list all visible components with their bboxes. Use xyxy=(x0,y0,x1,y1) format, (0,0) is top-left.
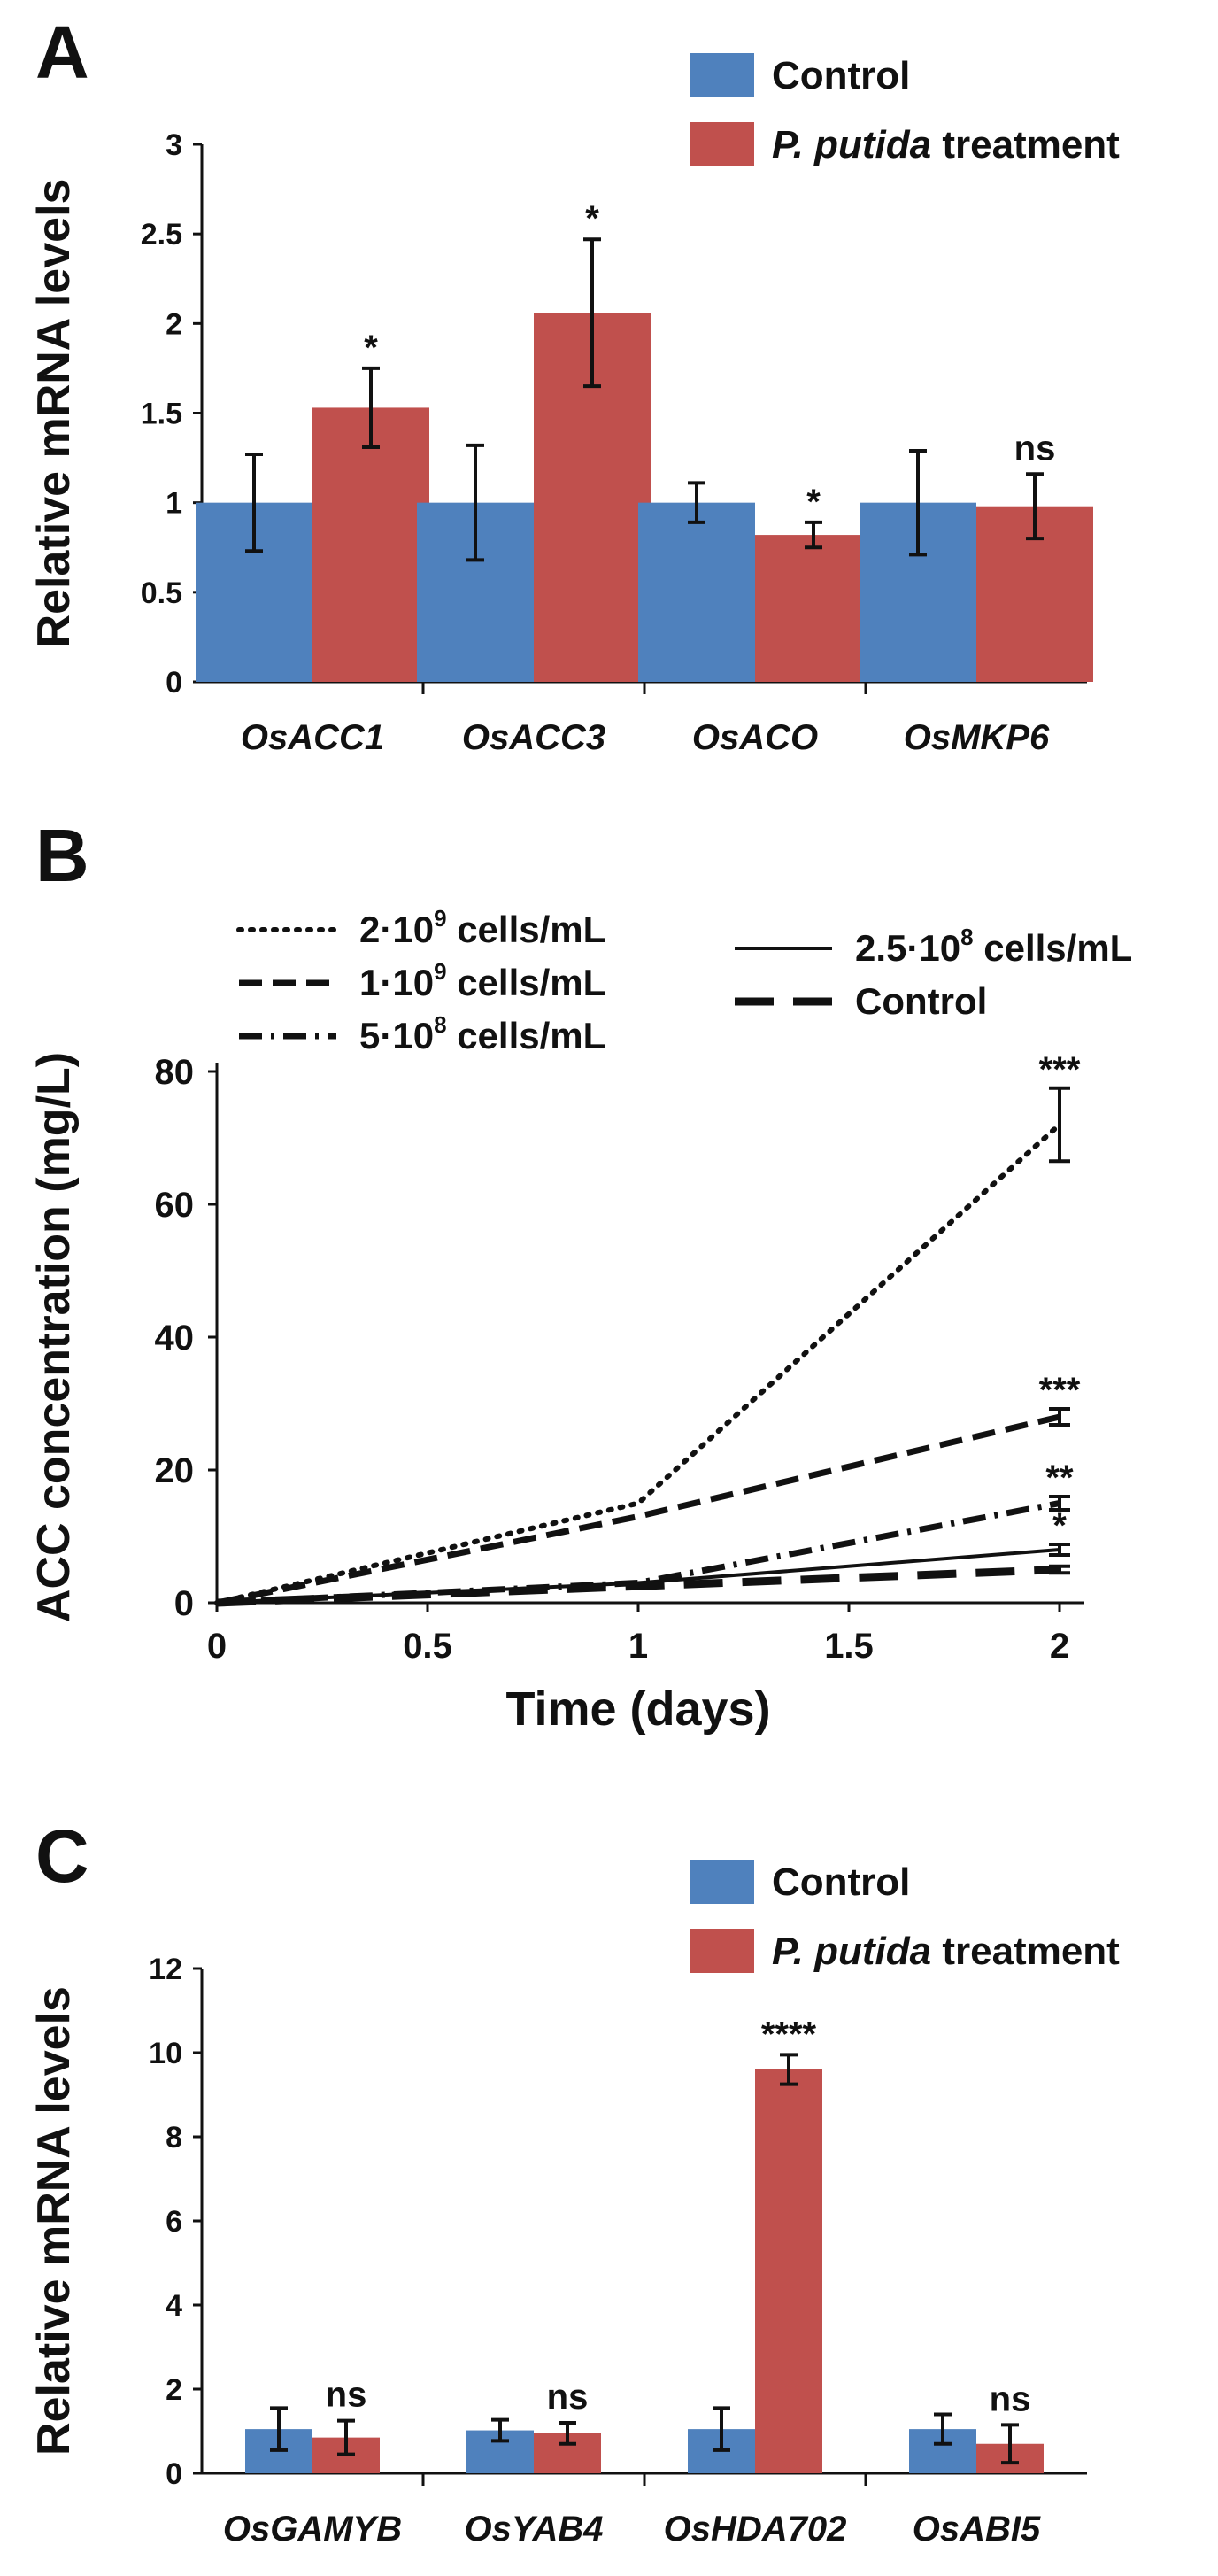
series-line-1 xyxy=(216,1413,1060,1606)
panel-a: A 0 0.5 1 1.5 2 2.5 3 Relative mRNA levels OsACC1… xyxy=(28,11,1120,757)
legend-exponent: 8 xyxy=(960,924,973,950)
y-axis-title: ACC concentration (mg/L) xyxy=(28,1052,80,1622)
legend-label-treatment: P. putida treatment xyxy=(772,1930,1120,1973)
y-tick-label: 10 xyxy=(149,2037,182,2070)
legend-unit: cells/mL xyxy=(447,962,606,1003)
y-tick-label: 3 xyxy=(166,128,182,162)
legend-exponent: 9 xyxy=(434,958,446,985)
y-tick-label: 6 xyxy=(166,2205,182,2239)
legend: Control P. putida treatment xyxy=(690,1860,1120,1973)
y-tick-label: 4 xyxy=(166,2289,182,2323)
panel-c: C 0 2 4 6 8 10 12 Relative mRNA levels OsGAMYB ns O… xyxy=(28,1814,1120,2549)
legend-swatch-control xyxy=(690,53,754,97)
significance-osacc3: * xyxy=(585,199,599,238)
legend-label-rest: treatment xyxy=(931,123,1120,166)
legend-base: 1·10 xyxy=(359,962,434,1003)
legend-base: 5·10 xyxy=(359,1015,434,1056)
panel-b: B 0 20 40 60 80 0 0.5 1 1.5 2 ACC concentration (mg… xyxy=(28,814,1132,1736)
y-tick-label: 0.5 xyxy=(141,576,182,610)
legend-label-rest: treatment xyxy=(931,1930,1120,1973)
legend-label-treatment: P. putida treatment xyxy=(772,123,1120,166)
y-tick-label: 0 xyxy=(166,2457,182,2491)
legend-swatch-treatment xyxy=(690,1929,754,1973)
legend-label-0: 2·109 cells/mL xyxy=(359,905,605,950)
legend-label-italic: P. putida xyxy=(772,123,931,166)
significance-series-2: ** xyxy=(1045,1458,1074,1497)
x-tick-label-oshda702: OsHDA702 xyxy=(664,2510,847,2549)
significance-osacc1: * xyxy=(364,329,378,367)
significance-osmkp6: ns xyxy=(1014,429,1056,468)
x-tick-label-osmkp6: OsMKP6 xyxy=(904,718,1050,757)
legend-exponent: 9 xyxy=(434,905,446,932)
legend: Control P. putida treatment xyxy=(690,53,1120,166)
legend-label-italic: P. putida xyxy=(772,1930,931,1973)
legend-unit: cells/mL xyxy=(974,927,1133,969)
significance-osabi5: ns xyxy=(990,2379,1031,2418)
significance-series-1: *** xyxy=(1039,1371,1081,1410)
legend-label-1: 1·109 cells/mL xyxy=(359,958,605,1003)
y-tick-label: 40 xyxy=(155,1319,195,1358)
legend-exponent: 8 xyxy=(434,1011,446,1038)
x-tick-label-osyab4: OsYAB4 xyxy=(464,2510,603,2549)
significance-series-3: * xyxy=(1052,1506,1067,1545)
x-tick-label: 0.5 xyxy=(403,1627,452,1666)
significance-osaco: * xyxy=(806,483,821,522)
x-tick-label: 0 xyxy=(207,1627,227,1666)
y-tick-label: 2 xyxy=(166,2373,182,2407)
legend-label-2: 5·108 cells/mL xyxy=(359,1011,605,1056)
significance-osgamyb: ns xyxy=(326,2376,367,2415)
bar-control-osaco xyxy=(638,502,755,682)
legend-label-control: Control xyxy=(772,54,910,97)
legend-label-3: 2.5·108 cells/mL xyxy=(855,924,1132,969)
x-tick-label-osgamyb: OsGAMYB xyxy=(223,2510,402,2549)
bar-treatment-oshda702 xyxy=(755,2069,822,2473)
y-tick-label: 0 xyxy=(166,666,182,700)
legend-label-control: Control xyxy=(772,1860,910,1904)
x-tick-label: 2 xyxy=(1050,1627,1069,1666)
x-tick-label-osabi5: OsABI5 xyxy=(913,2510,1041,2549)
panel-label: A xyxy=(35,11,89,94)
significance-series-0: *** xyxy=(1039,1050,1081,1089)
y-tick-label: 60 xyxy=(155,1186,195,1225)
y-tick-label: 80 xyxy=(155,1053,195,1092)
x-tick-label-osacc1: OsACC1 xyxy=(241,718,384,757)
panel-label: B xyxy=(35,814,89,897)
y-tick-label: 1.5 xyxy=(141,398,182,431)
legend-base: 2·10 xyxy=(359,909,434,950)
legend-swatch-treatment xyxy=(690,122,754,166)
legend-unit: cells/mL xyxy=(447,909,606,950)
y-tick-label: 1 xyxy=(166,487,182,521)
y-tick-label: 8 xyxy=(166,2121,182,2154)
bar-treatment-osacc1 xyxy=(312,407,429,682)
y-tick-label: 0 xyxy=(174,1584,194,1623)
x-tick-label: 1.5 xyxy=(824,1627,874,1666)
bar-treatment-osaco xyxy=(755,535,872,682)
y-tick-label: 2 xyxy=(166,307,182,341)
legend-base: 2.5·10 xyxy=(855,927,960,969)
x-tick-label-osacc3: OsACC3 xyxy=(462,718,605,757)
y-axis-title: Relative mRNA levels xyxy=(28,179,80,648)
legend-unit: cells/mL xyxy=(447,1015,606,1056)
y-axis-title: Relative mRNA levels xyxy=(28,1986,80,2456)
y-tick-label: 2.5 xyxy=(141,218,182,251)
significance-osyab4: ns xyxy=(547,2378,589,2417)
significance-oshda702: **** xyxy=(761,2015,817,2054)
x-tick-label: 1 xyxy=(628,1627,648,1666)
legend-base: Control xyxy=(855,980,987,1022)
series-line-0 xyxy=(214,1122,1062,1605)
y-tick-label: 20 xyxy=(155,1451,195,1490)
series-line-4 xyxy=(216,1566,1060,1607)
panel-label: C xyxy=(35,1814,89,1898)
x-tick-label-osaco: OsACO xyxy=(692,718,818,757)
y-tick-label: 12 xyxy=(149,1953,182,1986)
legend: 2·109 cells/mL1·109 cells/mL5·108 cells/… xyxy=(236,905,1132,1056)
legend-swatch-control xyxy=(690,1860,754,1904)
x-axis-title: Time (days) xyxy=(505,1683,770,1736)
legend-label-4: Control xyxy=(855,980,987,1022)
